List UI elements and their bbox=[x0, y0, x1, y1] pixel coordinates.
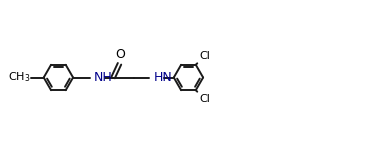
Text: Cl: Cl bbox=[199, 51, 210, 61]
Text: O: O bbox=[115, 48, 125, 61]
Text: NH: NH bbox=[94, 71, 112, 84]
Text: Cl: Cl bbox=[199, 94, 210, 104]
Text: CH$_3$: CH$_3$ bbox=[7, 71, 30, 84]
Text: HN: HN bbox=[153, 71, 172, 84]
